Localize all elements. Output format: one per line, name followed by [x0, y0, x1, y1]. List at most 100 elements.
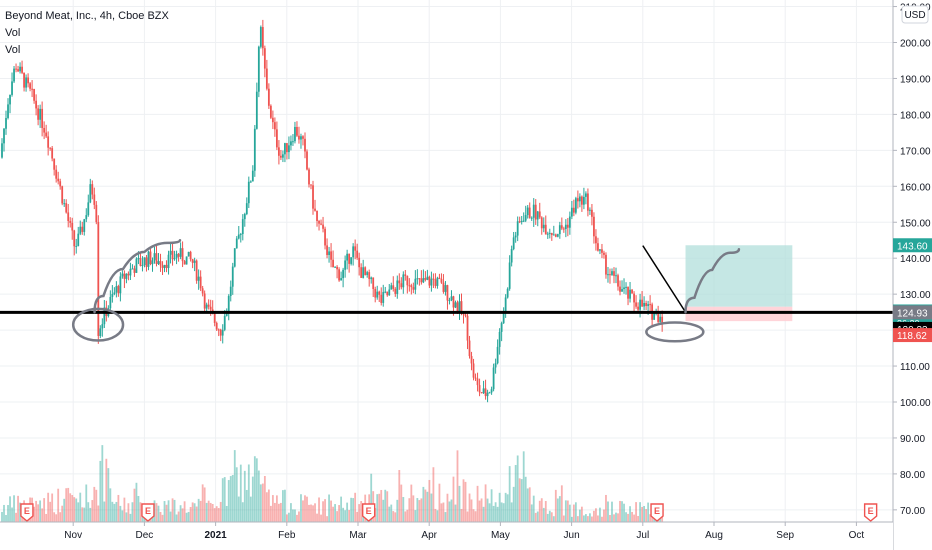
candle-body: [520, 220, 523, 223]
y-tick-label: 110.00: [900, 362, 930, 373]
volume-bar: [354, 492, 357, 522]
volume-bar: [137, 495, 140, 522]
candle-body: [506, 288, 509, 298]
volume-bar: [109, 488, 112, 522]
candle-body: [239, 234, 242, 236]
volume-bar: [87, 502, 90, 522]
volume-bar: [235, 467, 238, 522]
volume-bar: [93, 486, 96, 522]
volume-bar: [237, 496, 240, 522]
volume-bar: [91, 500, 94, 522]
candle-body: [137, 258, 140, 260]
candle-body: [59, 181, 62, 187]
candle-body: [41, 108, 44, 128]
volume-bar: [386, 491, 389, 522]
candle-body: [275, 129, 278, 148]
candle-body: [71, 222, 74, 231]
volume-bar: [229, 476, 232, 522]
volume-bar: [282, 490, 284, 522]
candle-body: [157, 261, 160, 264]
volume-bar: [524, 476, 527, 522]
volume-bar: [233, 450, 236, 522]
volume-bar: [193, 503, 196, 522]
candle-body: [23, 72, 25, 88]
candle-body: [348, 253, 351, 264]
candle-body: [633, 293, 635, 303]
volume-bar: [47, 492, 50, 522]
volume-bar: [396, 499, 399, 522]
volume-bar: [532, 495, 535, 522]
earnings-marker: E: [650, 503, 664, 522]
volume-bar: [582, 515, 585, 522]
candle-body: [233, 248, 236, 267]
y-tick-label: 140.00: [900, 254, 931, 265]
indicator-vol-2[interactable]: Vol: [5, 44, 20, 56]
candle-body: [522, 220, 525, 222]
volume-bar: [175, 514, 178, 522]
volume-bar: [446, 493, 449, 522]
candle-body: [241, 219, 244, 235]
volume-bar: [207, 500, 210, 522]
volume-bar: [641, 506, 643, 522]
volume-bar: [601, 516, 603, 522]
candle-body: [7, 104, 9, 118]
candle-body: [111, 294, 114, 297]
volume-bar: [450, 499, 453, 522]
volume-bar: [589, 513, 591, 522]
volume-bar: [79, 492, 82, 522]
candle-body: [500, 323, 503, 332]
candle-body: [183, 261, 186, 265]
x-tick-label: Feb: [278, 530, 296, 541]
volume-bar: [69, 493, 72, 522]
candle-body: [466, 315, 469, 341]
volume-bar: [593, 510, 595, 522]
volume-bar: [506, 494, 509, 522]
volume-bar: [265, 492, 268, 522]
candle-body: [446, 285, 449, 301]
volume-bar: [609, 514, 611, 522]
candle-body: [538, 211, 541, 218]
candle-body: [57, 178, 60, 182]
arc-drawing: [93, 238, 182, 314]
candle-body: [366, 272, 369, 275]
candle-body: [605, 254, 607, 275]
volume-bar: [472, 509, 475, 522]
candle-body: [161, 265, 164, 268]
volume-bar: [432, 467, 435, 522]
candle-body: [653, 313, 656, 320]
drawings[interactable]: [0, 238, 893, 343]
volume-bar: [65, 488, 68, 522]
price-axis[interactable]: 70.0080.0090.00100.00110.00120.00130.001…: [892, 0, 932, 550]
price-tag-bg: [893, 305, 932, 320]
candle-body: [51, 148, 54, 159]
volume-bar: [468, 493, 471, 522]
volume-bar: [300, 494, 302, 522]
volume-bar: [211, 503, 214, 522]
candle-body: [468, 340, 471, 357]
candle-body: [540, 217, 543, 229]
volume-bar: [428, 479, 431, 522]
candle-body: [599, 249, 601, 251]
candle-body: [61, 186, 64, 204]
candle-body: [647, 304, 650, 307]
currency-button[interactable]: USD: [901, 5, 929, 24]
volume-bar: [444, 512, 447, 522]
indicator-vol-1[interactable]: Vol: [5, 27, 20, 39]
volume-bar: [55, 514, 58, 522]
candle-body: [85, 215, 88, 220]
candle-body: [229, 286, 232, 297]
time-axis[interactable]: Nov Dec 2021 Feb Mar Apr May Jun Jul Aug Sep Oct: [0, 521, 893, 550]
long-position-tool[interactable]: [685, 245, 793, 322]
candle-body: [627, 286, 629, 299]
volume-bar: [617, 513, 619, 522]
candle-body: [141, 265, 144, 267]
candle-body: [159, 261, 162, 266]
volume-bar: [358, 504, 361, 522]
candle-body: [406, 275, 409, 286]
x-tick-label: 2021: [204, 530, 227, 541]
volume-bar: [271, 495, 274, 522]
volume-bar: [500, 502, 503, 522]
volume-bar: [494, 502, 497, 522]
